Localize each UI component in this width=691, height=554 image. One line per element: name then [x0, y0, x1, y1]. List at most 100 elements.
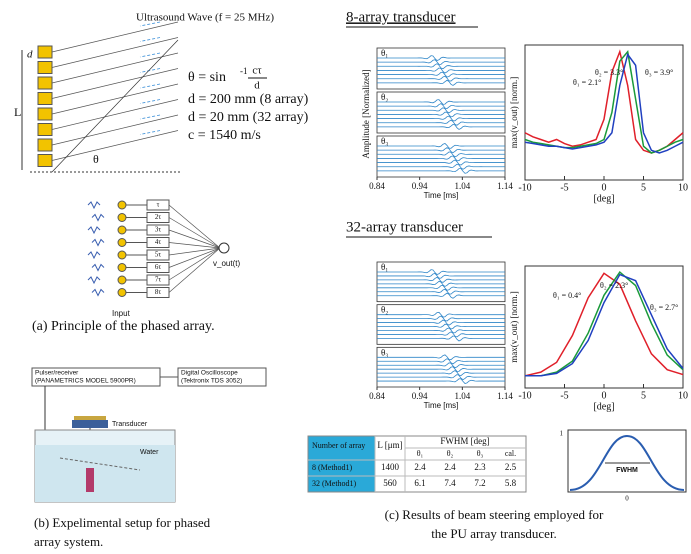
source-icon [92, 215, 104, 221]
cell: 2.5 [505, 462, 517, 472]
channel-label: θ₂ [381, 305, 388, 315]
x-tick-label: 0.94 [412, 181, 428, 191]
header: Number of array [312, 441, 365, 450]
row-header: 8 (Method1) [312, 463, 353, 472]
x-axis-label: [deg] [593, 193, 614, 204]
x-tick-label: 1.14 [497, 391, 513, 401]
water-label: Water [140, 449, 159, 456]
delay-label: τ [157, 201, 160, 209]
equation-den: d [254, 80, 260, 92]
cell: 7.4 [444, 478, 456, 488]
symbol-theta: θ [93, 152, 99, 166]
x-tick-label: -5 [560, 182, 568, 193]
inset-ytick: 1 [560, 430, 564, 438]
wave-ray [52, 53, 178, 83]
y-axis-label: Amplitude [Normalized] [361, 69, 371, 158]
element [38, 155, 52, 167]
wave-arrow [140, 115, 160, 119]
x-tick-label: 0.84 [369, 181, 385, 191]
element-dot [118, 201, 126, 209]
wave-ray [52, 69, 178, 99]
source-icon [92, 240, 104, 246]
figure: Ultrasound Wave (f = 25 MHz) L d θ θ = s… [0, 0, 691, 554]
x-axis-label: Time [ms] [424, 401, 459, 410]
x-tick-label: 1.14 [497, 181, 513, 191]
element [38, 108, 52, 120]
x-axis-label: Time [ms] [424, 191, 459, 200]
delay-network: τ2τ3τ4τ5τ6τ7τ8τ [88, 200, 229, 298]
wave-ray [52, 115, 178, 145]
subheader: θ₂ [447, 449, 454, 458]
wire [169, 248, 220, 293]
wave-arrow [140, 84, 160, 88]
channel-label: θ₃ [381, 347, 388, 357]
inset-label: FWHM [616, 467, 638, 474]
element [38, 93, 52, 105]
cell: 2.3 [474, 462, 486, 472]
equation-num: cτ [252, 65, 262, 77]
cell: 1400 [381, 462, 400, 472]
param: d = 20 mm (32 array) [188, 110, 309, 125]
element [38, 62, 52, 74]
inset-frame [568, 430, 686, 492]
panel-a-title: Ultrasound Wave (f = 25 MHz) [136, 12, 274, 24]
cell: 5.8 [505, 478, 517, 488]
element-dot [118, 214, 126, 222]
delay-label: 4τ [155, 238, 162, 246]
input-label: Input [112, 309, 131, 318]
delay-label: 7τ [155, 276, 162, 284]
element-dot [118, 289, 126, 297]
plot-frame [525, 45, 683, 180]
wave-arrow [140, 131, 160, 135]
cell: 2.4 [444, 462, 456, 472]
symbol-l: L [14, 105, 21, 119]
channel-label: θ₃ [381, 136, 388, 146]
wave-ray [52, 131, 178, 161]
cell: 6.1 [414, 478, 425, 488]
title-32: 32-array transducer [346, 219, 463, 235]
y-axis-label: max(v_out) [norm.] [509, 291, 519, 362]
subheader: cal. [505, 449, 516, 458]
x-tick-label: 10 [678, 182, 688, 193]
wave-ray [52, 100, 178, 130]
pulser-label: Pulser/receiver [35, 370, 79, 377]
fwhm-table: Number of arrayL [μm]FWHM [deg]θ₁θ₂θ₃cal… [308, 436, 526, 492]
channel-label: θ₂ [381, 92, 388, 102]
wavefront [52, 40, 178, 172]
source-icon [88, 277, 100, 283]
annotation: θ₁ = 2.1° [573, 78, 601, 87]
cell: 2.4 [414, 462, 426, 472]
delay-label: 8τ [155, 288, 162, 296]
element [38, 46, 52, 58]
x-tick-label: 5 [641, 390, 646, 401]
annotation: θ₂ = 3.3° [595, 68, 623, 77]
wave-arrow [140, 100, 160, 104]
pulser-label: (PANAMETRICS MODEL 5900PR) [35, 378, 136, 385]
x-tick-label: 5 [641, 182, 646, 193]
x-tick-label: 1.04 [454, 391, 470, 401]
caption-b: (b) Expelimental setup for phased [34, 515, 211, 530]
target [86, 468, 94, 492]
source-icon [92, 265, 104, 271]
scope-label: (Tektronix TDS 3052) [181, 378, 242, 385]
x-tick-label: 0.84 [369, 391, 385, 401]
cell: 7.2 [474, 478, 485, 488]
element-dot [118, 239, 126, 247]
equation-exp: -1 [240, 66, 248, 76]
scope-label: Digital Oscilloscope [181, 370, 238, 377]
wave-arrow [140, 53, 160, 57]
source-icon [88, 227, 100, 233]
element-dot [118, 226, 126, 234]
element-dot [118, 251, 126, 259]
wave-ray [52, 38, 178, 68]
element [38, 139, 52, 151]
caption-c: the PU array transducer. [431, 526, 557, 541]
caption-a: (a) Principle of the phased array. [32, 319, 215, 334]
x-axis-label: [deg] [593, 401, 614, 412]
element-dot [118, 264, 126, 272]
annotation: θ₃ = 3.9° [645, 68, 673, 77]
channel-label: θ₁ [381, 48, 388, 58]
delay-label: 6τ [155, 263, 162, 271]
wave-ray [52, 22, 178, 52]
param: c = 1540 m/s [188, 128, 261, 143]
